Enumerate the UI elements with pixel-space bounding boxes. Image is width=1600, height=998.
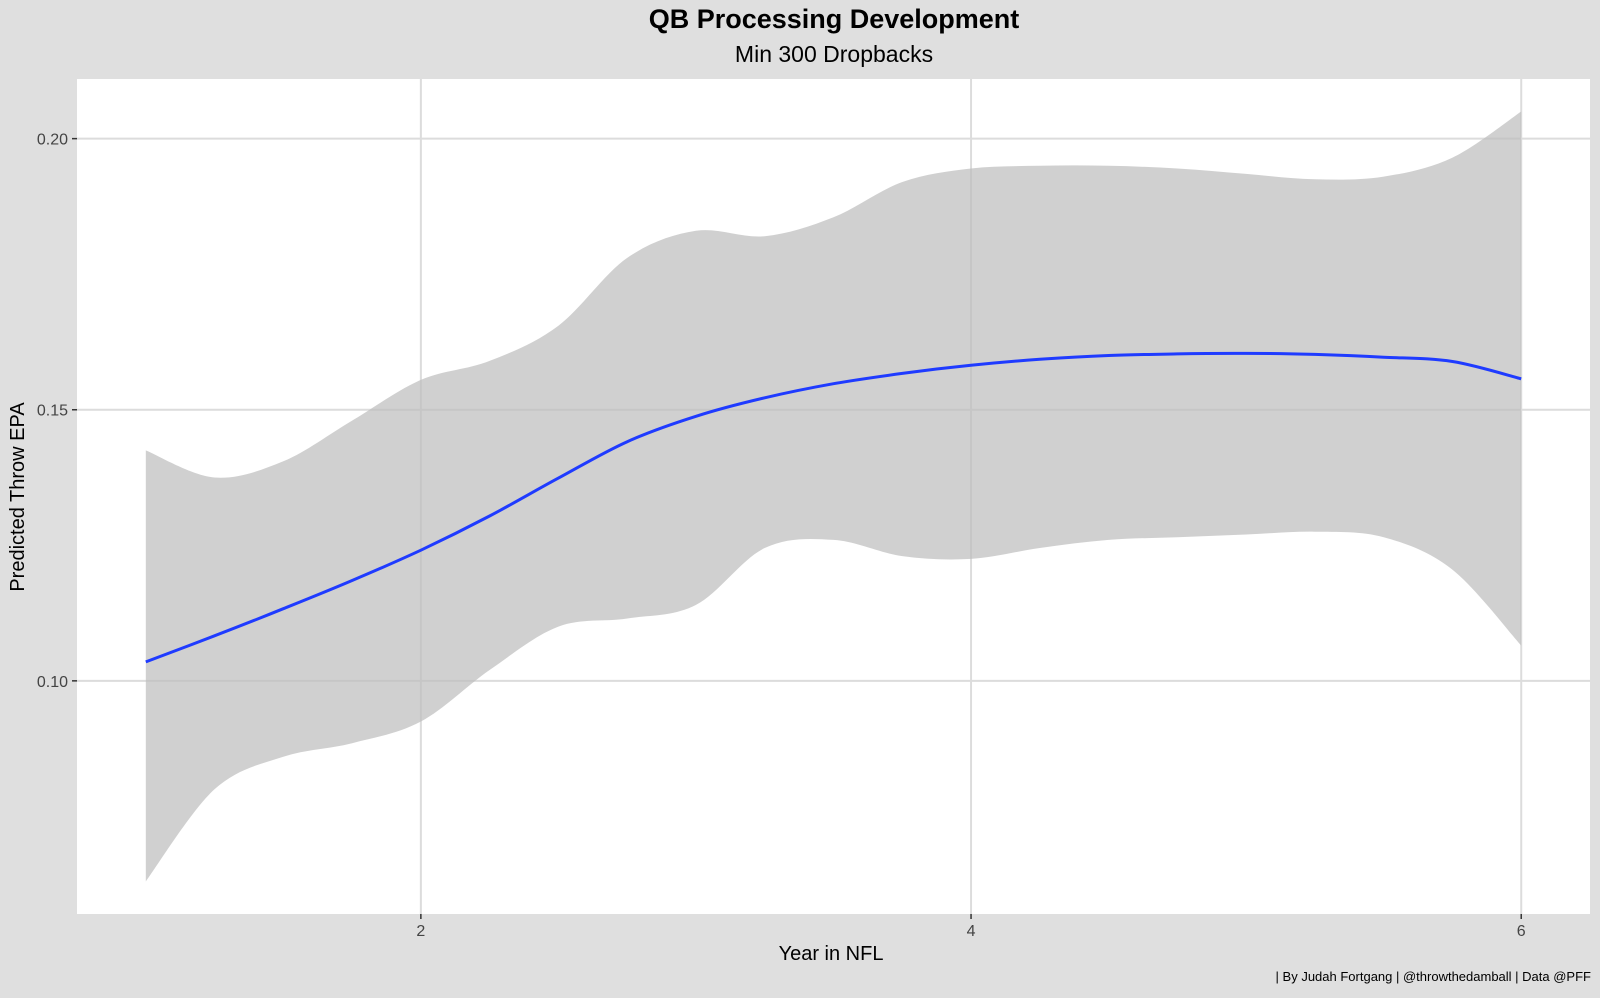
y-tick-label: 0.10	[37, 674, 68, 691]
x-tick-label: 6	[1517, 923, 1526, 940]
chart-title: QB Processing Development	[648, 4, 1020, 34]
trend-line	[145, 351, 1522, 664]
x-axis-label: Year in NFL	[779, 943, 884, 965]
axes: 0.10 0.15 0.20 2 4 6	[37, 132, 1526, 940]
chart-subtitle: Min 300 Dropbacks	[734, 41, 934, 67]
chart-caption: | By Judah Fortgang | @throwthedamball |…	[1275, 969, 1591, 984]
y-tick-label: 0.15	[37, 403, 68, 420]
y-axis-label: Predicted Throw EPA	[7, 402, 29, 592]
x-tick-label: 4	[967, 923, 976, 940]
confidence-ribbon	[145, 111, 1522, 882]
x-tick-label: 2	[416, 923, 425, 940]
y-tick-label: 0.20	[37, 132, 68, 149]
